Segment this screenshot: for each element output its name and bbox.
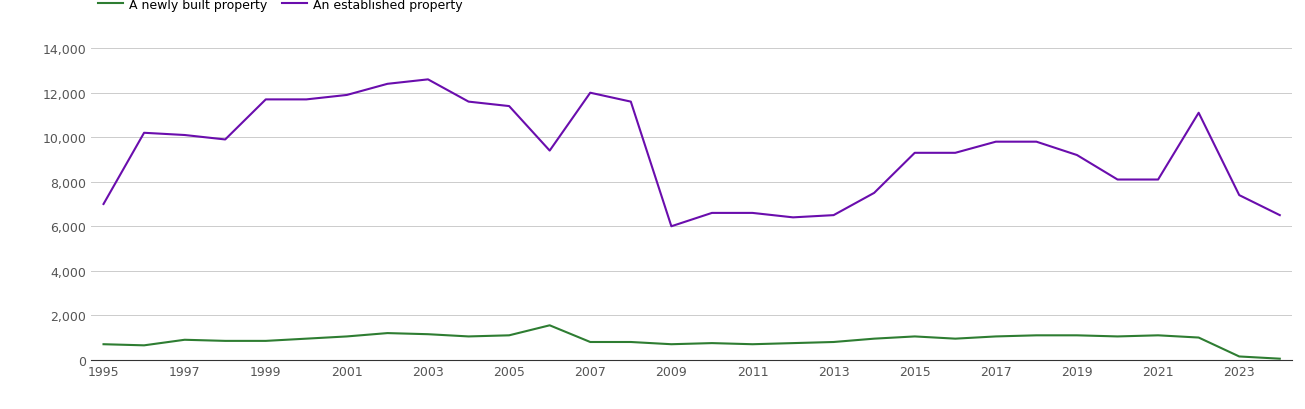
An established property [705,211,720,216]
A newly built property [663,342,679,347]
A newly built property [136,343,151,348]
An established property [745,211,761,216]
A newly built property [420,332,436,337]
A newly built property [622,340,638,345]
A newly built property [705,341,720,346]
A newly built property [1272,356,1288,361]
An established property [867,191,882,196]
An established property [542,149,557,154]
An established property [420,78,436,83]
An established property [176,133,192,138]
A newly built property [299,336,315,341]
A newly built property [1028,333,1044,338]
An established property [663,224,679,229]
A newly built property [1109,334,1125,339]
A newly built property [1069,333,1084,338]
An established property [1109,178,1125,182]
A newly built property [582,340,598,345]
An established property [907,151,923,156]
An established property [1028,140,1044,145]
An established property [1191,111,1207,116]
A newly built property [745,342,761,347]
An established property [1069,153,1084,158]
A newly built property [258,339,274,344]
An established property [947,151,963,156]
A newly built property [947,336,963,341]
An established property [501,104,517,109]
A newly built property [461,334,476,339]
An established property [136,131,151,136]
Line: A newly built property: A newly built property [103,326,1280,359]
A newly built property [380,331,395,336]
A newly built property [1232,354,1248,359]
An established property [622,100,638,105]
An established property [826,213,842,218]
An established property [299,98,315,103]
A newly built property [786,341,801,346]
A newly built property [1150,333,1165,338]
Legend: A newly built property, An established property: A newly built property, An established p… [98,0,463,12]
A newly built property [907,334,923,339]
An established property [339,93,355,98]
An established property [786,216,801,220]
An established property [461,100,476,105]
An established property [95,202,111,207]
A newly built property [339,334,355,339]
An established property [582,91,598,96]
A newly built property [826,340,842,345]
A newly built property [988,334,1004,339]
An established property [258,98,274,103]
A newly built property [501,333,517,338]
An established property [380,82,395,87]
Line: An established property: An established property [103,80,1280,227]
An established property [218,138,234,143]
A newly built property [95,342,111,347]
An established property [1232,193,1248,198]
An established property [1150,178,1165,182]
A newly built property [176,337,192,342]
A newly built property [218,339,234,344]
A newly built property [1191,335,1207,340]
A newly built property [542,323,557,328]
An established property [1272,213,1288,218]
A newly built property [867,336,882,341]
An established property [988,140,1004,145]
